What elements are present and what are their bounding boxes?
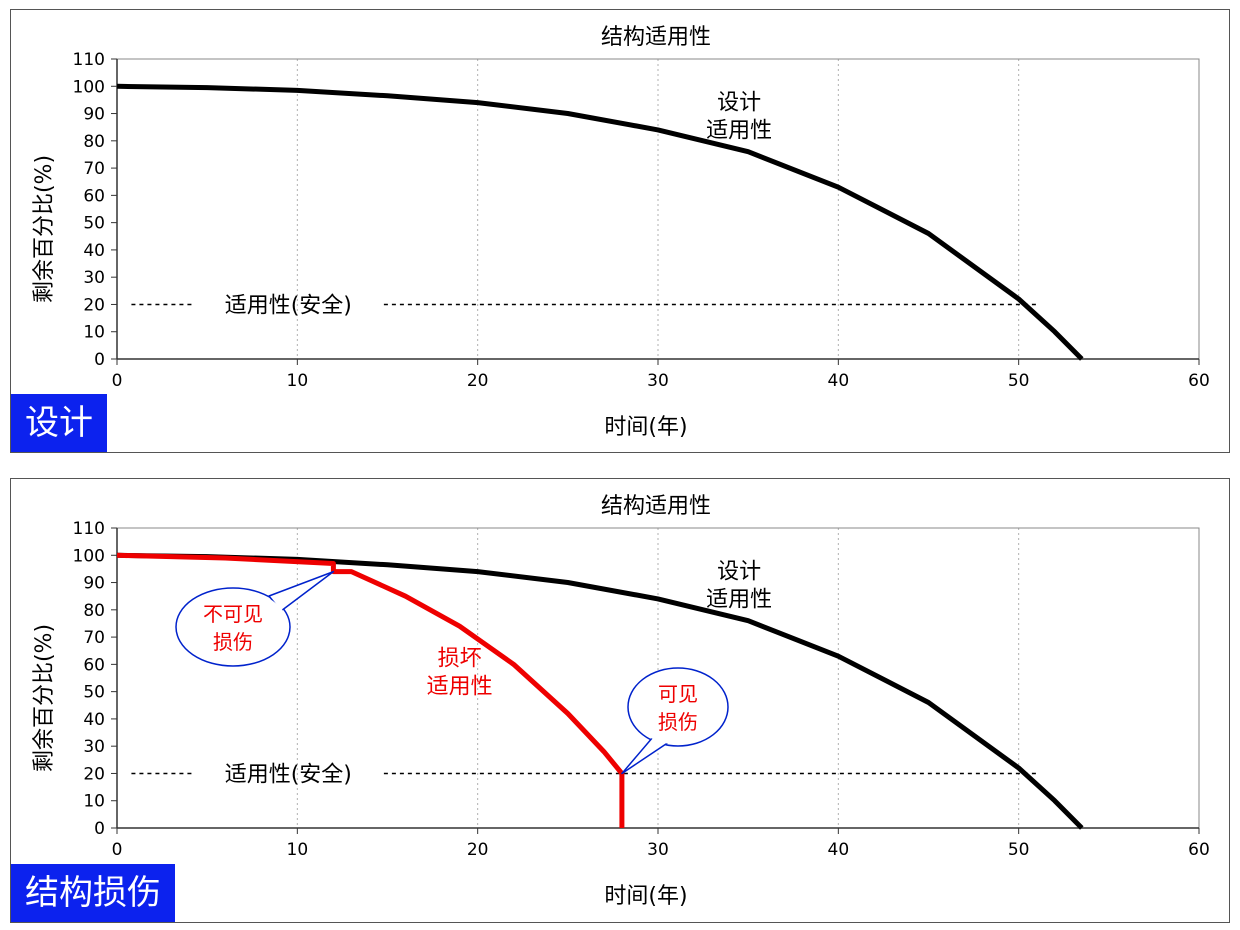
y-tick-label: 20 (83, 295, 105, 315)
callout-fill (629, 669, 727, 745)
x-tick-label: 60 (1188, 840, 1210, 860)
y-tick-label: 10 (83, 323, 105, 343)
x-tick-label: 30 (647, 371, 669, 391)
callout-text: 可见 (658, 682, 698, 706)
damage-chart-panel: 结构适用性 0 10 20 30 40 50 60 70 80 90 100 110 0 10 20 30 40 5… (10, 478, 1230, 923)
y-axis-label: 剩余百分比(%) (32, 155, 57, 303)
y-tick-label: 90 (83, 574, 105, 594)
damage-badge: 结构损伤 (11, 864, 175, 922)
x-tick-label: 0 (112, 840, 123, 860)
y-tick-label: 90 (83, 105, 105, 125)
x-tick-label: 50 (1008, 371, 1030, 391)
y-tick-label: 50 (83, 683, 105, 703)
y-tick-label: 40 (83, 710, 105, 730)
chart-title: 结构适用性 (601, 25, 711, 50)
y-tick-label: 80 (83, 132, 105, 152)
design-series-label: 设计 (717, 90, 761, 115)
callout-text: 不可见 (203, 602, 263, 626)
y-tick-label: 70 (83, 628, 105, 648)
damaged-series-label: 适用性 (427, 675, 493, 700)
design-series-label: 适用性 (706, 118, 772, 143)
callout-text: 损伤 (213, 630, 253, 654)
x-tick-label: 60 (1188, 371, 1210, 391)
design-chart-panel: 结构适用性 0 10 20 30 40 50 60 70 80 90 100 110 0 10 20 30 40 5… (10, 9, 1230, 453)
design-chart: 结构适用性 0 10 20 30 40 50 60 70 80 90 100 110 0 10 20 30 40 5… (32, 25, 1210, 440)
y-tick-label: 20 (83, 764, 105, 784)
design-badge: 设计 (11, 394, 107, 452)
design-series-label: 适用性 (706, 587, 772, 612)
chart-title: 结构适用性 (601, 494, 711, 519)
damaged-series-label: 损坏 (438, 647, 482, 672)
y-tick-label: 30 (83, 737, 105, 757)
design-serviceability-line (116, 83, 1084, 361)
y-tick-label: 40 (83, 241, 105, 261)
callout-text: 损伤 (658, 710, 698, 734)
x-tick-label: 10 (287, 371, 309, 391)
damage-chart: 结构适用性 0 10 20 30 40 50 60 70 80 90 100 110 0 10 20 30 40 5… (32, 494, 1210, 909)
y-tick-label: 60 (83, 655, 105, 675)
x-axis-label: 时间(年) (604, 415, 687, 440)
x-tick-label: 10 (287, 840, 309, 860)
y-tick-label: 0 (94, 350, 105, 370)
x-tick-label: 30 (647, 840, 669, 860)
threshold-label: 适用性(安全) (225, 762, 352, 787)
design-series-label: 设计 (717, 559, 761, 584)
y-tick-label: 110 (73, 519, 105, 539)
y-tick-label: 80 (83, 601, 105, 621)
x-axis-label: 时间(年) (604, 884, 687, 909)
x-tick-label: 40 (828, 840, 850, 860)
callout-fill (177, 589, 289, 665)
y-tick-label: 30 (83, 268, 105, 288)
x-tick-label: 50 (1008, 840, 1030, 860)
y-tick-label: 110 (73, 50, 105, 70)
y-tick-label: 10 (83, 792, 105, 812)
y-tick-label: 60 (83, 186, 105, 206)
y-tick-label: 0 (94, 819, 105, 839)
y-tick-label: 100 (73, 546, 105, 566)
callout-pointer (621, 736, 670, 775)
y-tick-label: 70 (83, 159, 105, 179)
threshold-label: 适用性(安全) (225, 293, 352, 318)
y-axis-label: 剩余百分比(%) (32, 624, 57, 772)
x-tick-label: 40 (828, 371, 850, 391)
x-tick-label: 20 (467, 371, 489, 391)
x-tick-label: 0 (112, 371, 123, 391)
y-tick-label: 50 (83, 214, 105, 234)
x-tick-label: 20 (467, 840, 489, 860)
damaged-serviceability-line (116, 552, 625, 828)
y-tick-label: 100 (73, 77, 105, 97)
callout-pointer (268, 570, 335, 612)
